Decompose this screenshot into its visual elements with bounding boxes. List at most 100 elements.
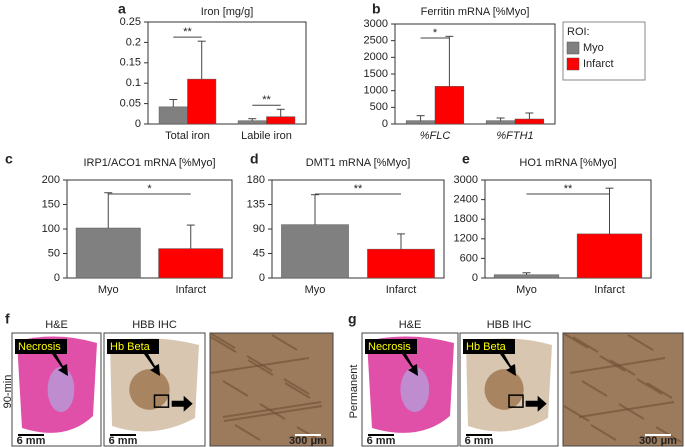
bar (281, 224, 349, 279)
scale-bar-label: 300 μm (289, 435, 327, 447)
chart-title: DMT1 mRNA [%Myo] (306, 157, 411, 169)
significance-label: ** (183, 26, 192, 38)
callout-arrow (144, 352, 160, 376)
panel-letter: a (118, 1, 126, 17)
y-tick-label: 100 (42, 223, 60, 235)
bar (485, 120, 516, 125)
y-tick-label: 0 (382, 118, 388, 130)
texture (618, 403, 645, 420)
callout-box (15, 339, 67, 354)
chart-title: HO1 mRNA [%Myo] (519, 157, 616, 169)
scale-bar-label: 6 mm (109, 435, 138, 447)
bar (514, 118, 545, 125)
y-tick-label: 0 (259, 272, 265, 284)
x-tick-label: %FTH1 (496, 130, 533, 142)
bar (576, 233, 643, 279)
y-tick-label: 180 (247, 174, 265, 186)
y-tick-label: 1000 (364, 85, 388, 97)
panel-letter: f (5, 311, 10, 327)
texture (247, 359, 274, 376)
bar (75, 227, 141, 279)
legend-label: Infarct (583, 58, 614, 70)
texture (590, 424, 617, 441)
zoom-box (153, 394, 170, 408)
y-tick-label: 0.25 (120, 16, 141, 28)
row-label: 90-min (2, 375, 14, 409)
texture (599, 355, 626, 372)
y-tick-label: 135 (247, 198, 265, 210)
y-tick-label: 0.1 (126, 77, 141, 89)
texture (581, 380, 608, 397)
y-tick-label: 0.05 (120, 98, 141, 110)
error-bar (248, 118, 257, 121)
texture (209, 332, 236, 349)
y-tick-label: 2400 (454, 194, 478, 206)
y-tick-label: 0 (472, 272, 478, 284)
texture (572, 336, 599, 353)
y-tick-label: 2500 (364, 35, 388, 47)
y-tick-label: 1500 (364, 68, 388, 80)
bar (266, 116, 296, 125)
texture (234, 424, 261, 441)
scale-bar-label: 6 mm (367, 435, 396, 447)
scale-bar-label: 6 mm (17, 435, 46, 447)
panel-letter: b (372, 1, 381, 17)
texture (210, 357, 310, 374)
bar (493, 274, 560, 279)
necrosis-area (47, 366, 75, 413)
texture (246, 355, 273, 372)
necrosis-area (400, 366, 430, 413)
callout-arrow (402, 352, 418, 376)
error-bar (186, 224, 195, 249)
y-tick-label: 1800 (454, 213, 478, 225)
plot-frame (66, 179, 233, 279)
row-label: Permanent (348, 365, 360, 419)
error-bar (416, 115, 425, 121)
texture (259, 403, 286, 420)
x-tick-label: Total iron (165, 130, 210, 142)
significance-label: * (147, 183, 152, 195)
callout-box (463, 339, 515, 354)
texture (646, 382, 673, 399)
error-bar (445, 35, 454, 87)
significance-label: ** (354, 183, 363, 195)
bar (434, 86, 465, 125)
bar (158, 248, 224, 279)
texture (636, 378, 663, 395)
texture (210, 336, 237, 353)
y-tick-label: 150 (42, 198, 60, 210)
texture (222, 380, 249, 397)
plot-frame (394, 23, 556, 125)
callout-arrow (500, 352, 516, 376)
stained-area (484, 369, 524, 410)
y-tick-label: 0 (135, 118, 141, 130)
x-tick-label: Myo (305, 284, 326, 296)
chart-title: Iron [mg/g] (201, 6, 254, 18)
y-tick-label: 0.2 (126, 36, 141, 48)
y-tick-label: 45 (253, 247, 265, 259)
x-tick-label: %FLC (420, 130, 451, 142)
error-bar (311, 194, 319, 225)
panel-letter: d (250, 151, 259, 167)
error-bar (605, 187, 614, 234)
significance-label: ** (262, 94, 271, 106)
callout-box (365, 339, 417, 354)
panel-letter: e (462, 151, 470, 167)
callout-box (107, 339, 159, 354)
legend-title: ROI: (567, 26, 590, 38)
texture (563, 405, 590, 422)
y-tick-label: 3000 (364, 18, 388, 30)
bar (187, 78, 217, 125)
x-tick-label: Myo (98, 284, 119, 296)
texture (222, 401, 322, 418)
bar (237, 120, 267, 125)
scale-bar-label: 6 mm (465, 435, 494, 447)
texture (562, 332, 589, 349)
plot-frame (484, 179, 652, 279)
legend-swatch (566, 41, 580, 55)
texture (223, 405, 323, 422)
error-bar (522, 272, 531, 275)
image-header: HBB IHC (132, 319, 177, 331)
error-bar (104, 192, 113, 229)
